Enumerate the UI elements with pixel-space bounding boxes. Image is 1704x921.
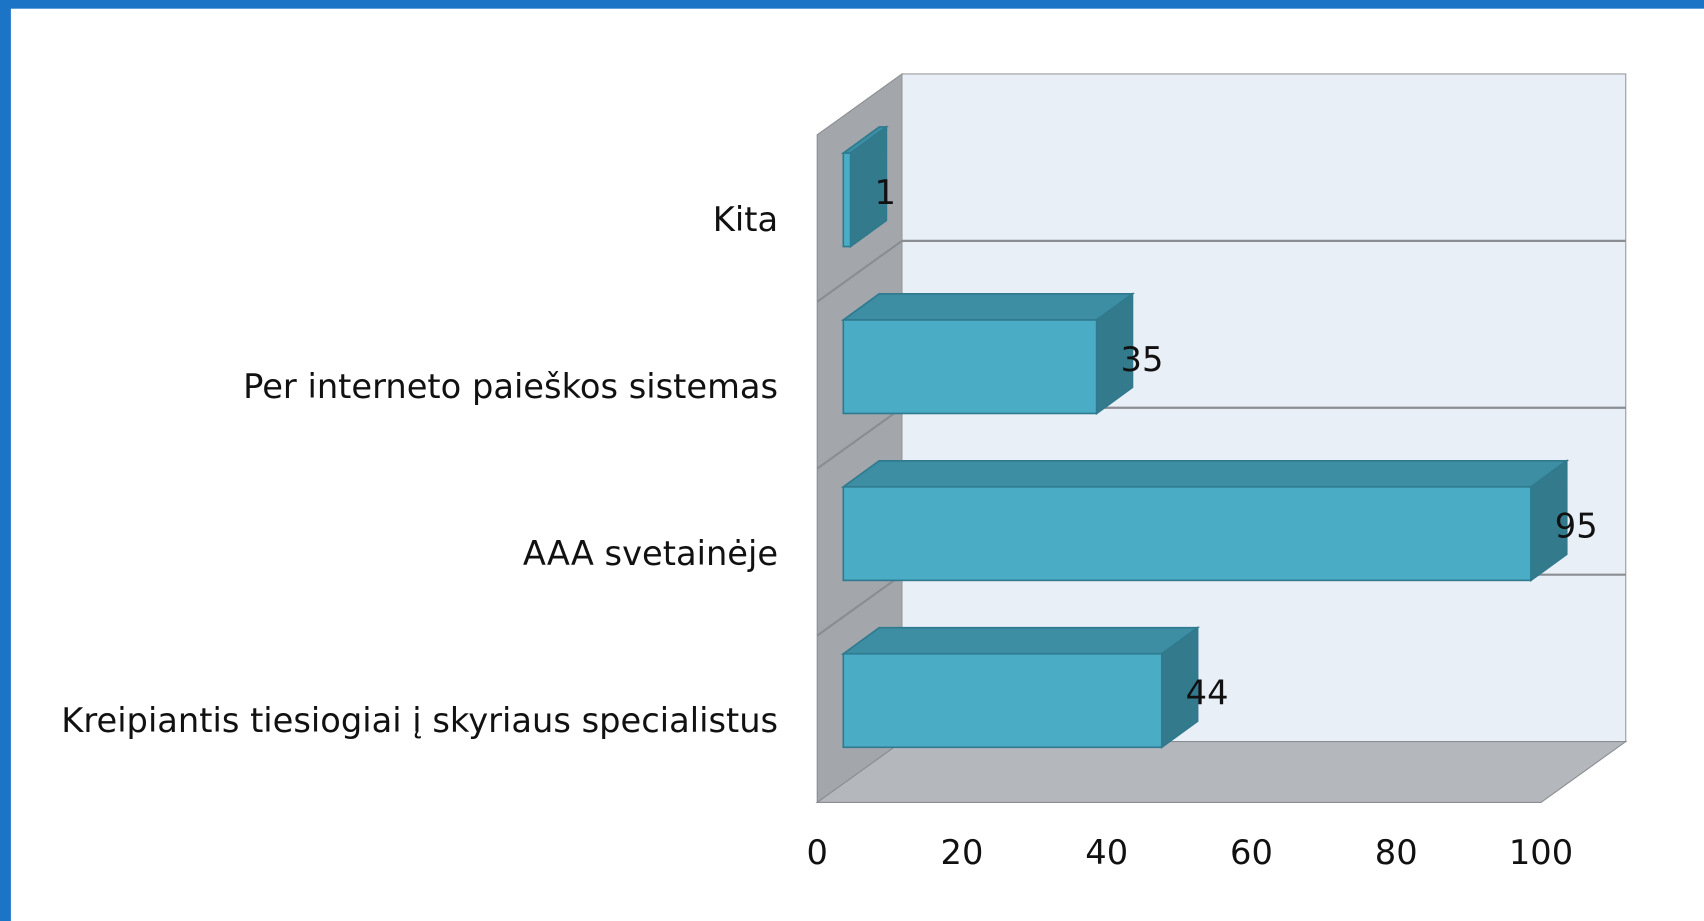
bar — [840, 125, 889, 249]
bar — [840, 459, 1570, 582]
y-tick-label: Kreipiantis tiesiogiai į skyriaus specia… — [61, 701, 778, 740]
data-label: 95 — [1555, 507, 1598, 546]
x-tick-label: 0 — [807, 833, 828, 872]
x-tick-label: 40 — [1085, 833, 1128, 872]
x-tick-label: 100 — [1509, 833, 1573, 872]
bar-front — [842, 652, 1163, 749]
y-tick-label: Per interneto paieškos sistemas — [243, 367, 778, 406]
y-tick-label: Kita — [713, 200, 778, 239]
y-tick-label: AAA svetainėje — [523, 534, 778, 573]
bar-top — [840, 293, 1135, 321]
floor — [815, 741, 1628, 804]
x-tick-label: 20 — [941, 833, 984, 872]
bar-front — [842, 319, 1098, 415]
x-tick-label: 60 — [1230, 833, 1273, 872]
bar — [840, 626, 1201, 749]
data-label: 1 — [874, 173, 895, 212]
category-separator — [816, 239, 903, 303]
data-label: 44 — [1186, 674, 1229, 713]
category-separator — [816, 573, 903, 637]
bar-front — [842, 486, 1532, 582]
bar-top — [840, 626, 1201, 655]
data-label: 35 — [1121, 340, 1164, 379]
bar-top — [840, 459, 1570, 488]
x-tick-label: 80 — [1375, 833, 1418, 872]
bar-front — [842, 152, 852, 248]
category-separator — [816, 406, 903, 470]
bar — [840, 292, 1135, 416]
